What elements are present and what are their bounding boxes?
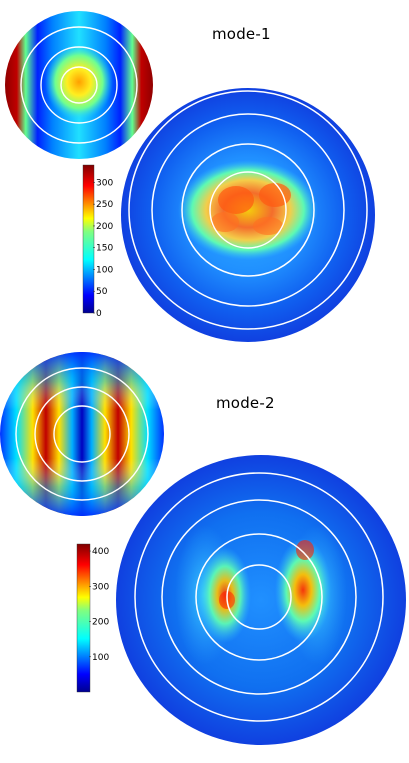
mode-1-simulated-pattern (5, 11, 153, 159)
colorbar-tick-label: 250 (96, 200, 113, 210)
mode-1-colorbar: 300 250 200 150 100 50 0 (82, 164, 113, 319)
colorbar-tick-label: 100 (92, 653, 109, 663)
mode-2-measured-pattern (116, 455, 406, 745)
colorbar-tick-label: 50 (96, 287, 108, 297)
colorbar-tick-label: 0 (96, 309, 102, 319)
colorbar-tick-label: 150 (96, 244, 113, 254)
colorbar-tick-label: 200 (92, 618, 109, 628)
mode-2-simulated-pattern (0, 352, 164, 516)
mode-2-colorbar: 400 300 200 100 (76, 543, 109, 693)
mode-1-title: mode-1 (212, 25, 271, 43)
mode-1-measured-pattern (121, 88, 375, 342)
colorbar-tick-label: 400 (92, 547, 109, 557)
mode-2-title: mode-2 (216, 394, 275, 412)
colorbar-tick-label: 300 (92, 582, 109, 592)
colorbar-tick-label: 300 (96, 178, 113, 188)
colorbar-tick-label: 200 (96, 222, 113, 232)
colorbar-tick-label: 100 (96, 265, 113, 275)
mode-1-panel: 300 250 200 150 100 50 0 (5, 11, 375, 342)
mode-2-panel: 400 300 200 100 (0, 352, 406, 745)
